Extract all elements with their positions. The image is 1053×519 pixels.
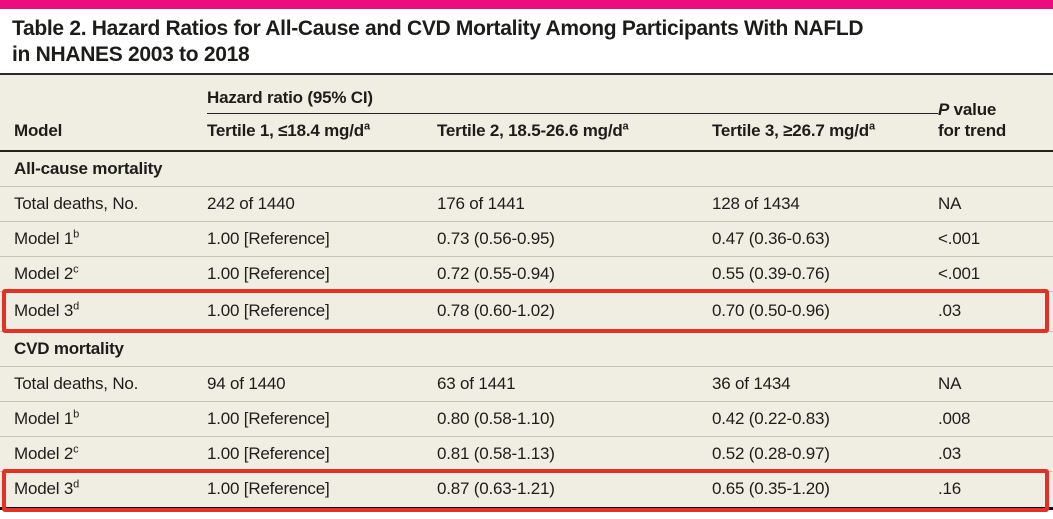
- cell-p-value: <.001: [938, 255, 1053, 291]
- cell-p-value: NA: [938, 365, 1053, 401]
- cell-tertile1-value: 1.00 [Reference]: [207, 470, 437, 508]
- p-italic: P: [938, 100, 950, 119]
- table-row-total-deaths: Total deaths, No. 94 of 1440 63 of 1441 …: [0, 365, 1053, 401]
- row-label-text: Model 3: [14, 479, 74, 498]
- header-columns-row: Model Tertile 1, ≤18.4 mg/da Tertile 2, …: [0, 113, 1053, 152]
- title-rule: [0, 73, 1053, 75]
- hazard-ratio-table: Hazard ratio (95% CI) P value for trend …: [0, 75, 1053, 510]
- section-heading-cvd: CVD mortality: [0, 330, 1053, 366]
- cell-tertile1-value: 1.00 [Reference]: [207, 220, 437, 256]
- row-label-text: Model 2: [14, 263, 74, 283]
- header-p-value: P value for trend: [938, 75, 1053, 152]
- header-group-hazard-ratio: Hazard ratio (95% CI): [207, 75, 938, 114]
- table-row-model1: Model 1b 1.00 [Reference] 0.80 (0.58-1.1…: [0, 400, 1053, 436]
- table-row-model2: Model 2c 1.00 [Reference] 0.81 (0.58-1.1…: [0, 435, 1053, 471]
- header-tertile2: Tertile 2, 18.5-26.6 mg/da: [437, 113, 712, 152]
- header-tertile3-label: Tertile 3, ≥26.7 mg/d: [712, 121, 869, 140]
- cell-tertile3-value: 36 of 1434: [712, 365, 938, 401]
- cell-row-label: Total deaths, No.: [0, 185, 207, 221]
- row-label-sup: c: [73, 262, 79, 275]
- cell-row-label: Total deaths, No.: [0, 365, 207, 401]
- cell-tertile3-value: 0.47 (0.36-0.63): [712, 220, 938, 256]
- cell-tertile3-value: 0.42 (0.22-0.83): [712, 400, 938, 436]
- cell-row-label: Model 2c: [0, 255, 207, 291]
- cell-tertile1-value: 1.00 [Reference]: [207, 290, 437, 331]
- cell-tertile1-value: 242 of 1440: [207, 185, 437, 221]
- header-tertile2-sup: a: [622, 120, 629, 133]
- cell-p-value: .008: [938, 400, 1053, 436]
- section-heading-label: All-cause mortality: [14, 158, 163, 178]
- table-title-line1: Table 2. Hazard Ratios for All-Cause and…: [12, 17, 864, 40]
- table-header: Hazard ratio (95% CI) P value for trend …: [0, 75, 1053, 152]
- header-tertile3-sup: a: [868, 120, 875, 133]
- cell-tertile2-value: 63 of 1441: [437, 365, 712, 401]
- cell-p-value: .03: [938, 290, 1053, 331]
- cell-row-label: Model 3d: [0, 470, 207, 508]
- row-label-sup: b: [73, 407, 80, 420]
- cell-tertile1-value: 1.00 [Reference]: [207, 400, 437, 436]
- table-title: Table 2. Hazard Ratios for All-Cause and…: [0, 9, 1053, 73]
- accent-bar: [0, 0, 1053, 9]
- section-heading-label: CVD mortality: [0, 330, 1053, 366]
- row-label-text: Model 1: [14, 408, 74, 428]
- row-label-sup: d: [73, 478, 80, 491]
- cell-p-value: NA: [938, 185, 1053, 221]
- cell-tertile1-value: 1.00 [Reference]: [207, 255, 437, 291]
- row-label-text: Model 3: [14, 301, 74, 320]
- cell-row-label: Model 2c: [0, 435, 207, 471]
- p-for-trend: for trend: [938, 121, 1007, 140]
- cell-tertile3-value: 0.70 (0.50-0.96): [712, 290, 938, 331]
- table-title-line2: in NHANES 2003 to 2018: [12, 43, 250, 66]
- row-label-sup: c: [73, 442, 79, 455]
- row-label-sup: d: [73, 300, 80, 313]
- cell-tertile1-value: 1.00 [Reference]: [207, 435, 437, 471]
- row-label-sup: b: [73, 227, 80, 240]
- table-body: All-cause mortality Total deaths, No. 24…: [0, 151, 1053, 508]
- cell-tertile2-value: 0.81 (0.58-1.13): [437, 435, 712, 471]
- table-row-model3-highlighted: Model 3d 1.00 [Reference] 0.78 (0.60-1.0…: [0, 290, 1053, 331]
- cell-row-label: Model 3d: [0, 290, 207, 331]
- header-spacer-cell: [0, 75, 207, 113]
- cell-tertile2-value: 176 of 1441: [437, 185, 712, 221]
- cell-tertile2-value: 0.80 (0.58-1.10): [437, 400, 712, 436]
- cell-p-value: <.001: [938, 220, 1053, 256]
- table-row-model3-highlighted: Model 3d 1.00 [Reference] 0.87 (0.63-1.2…: [0, 470, 1053, 508]
- cell-tertile3-value: 128 of 1434: [712, 185, 938, 221]
- p-value-word: value: [949, 100, 997, 119]
- cell-tertile2-value: 0.78 (0.60-1.02): [437, 290, 712, 331]
- table-row-total-deaths: Total deaths, No. 242 of 1440 176 of 144…: [0, 185, 1053, 221]
- header-tertile2-label: Tertile 2, 18.5-26.6 mg/d: [437, 121, 623, 140]
- header-tertile1-sup: a: [363, 120, 370, 133]
- row-label-text: Total deaths, No.: [14, 193, 139, 213]
- row-label-text: Total deaths, No.: [14, 373, 139, 393]
- header-tertile1-label: Tertile 1, ≤18.4 mg/d: [207, 121, 364, 140]
- cell-tertile2-value: 0.73 (0.56-0.95): [437, 220, 712, 256]
- cell-tertile3-value: 0.52 (0.28-0.97): [712, 435, 938, 471]
- row-label-text: Model 2: [14, 443, 74, 463]
- cell-p-value: .03: [938, 435, 1053, 471]
- table-row-model1: Model 1b 1.00 [Reference] 0.73 (0.56-0.9…: [0, 220, 1053, 256]
- header-group-row: Hazard ratio (95% CI) P value for trend: [0, 75, 1053, 152]
- header-tertile3: Tertile 3, ≥26.7 mg/da: [712, 113, 938, 152]
- header-tertile1: Tertile 1, ≤18.4 mg/da: [207, 113, 437, 152]
- cell-tertile3-value: 0.55 (0.39-0.76): [712, 255, 938, 291]
- cell-tertile2-value: 0.87 (0.63-1.21): [437, 470, 712, 508]
- row-label-text: Model 1: [14, 228, 74, 248]
- cell-tertile1-value: 94 of 1440: [207, 365, 437, 401]
- cell-tertile2-value: 0.72 (0.55-0.94): [437, 255, 712, 291]
- header-model: Model: [0, 113, 207, 152]
- cell-row-label: Model 1b: [0, 220, 207, 256]
- cell-row-label: Model 1b: [0, 400, 207, 436]
- section-heading-all-cause: All-cause mortality: [0, 151, 1053, 186]
- cell-tertile3-value: 0.65 (0.35-1.20): [712, 470, 938, 508]
- table-row-model2: Model 2c 1.00 [Reference] 0.72 (0.55-0.9…: [0, 255, 1053, 291]
- cell-p-value: .16: [938, 470, 1053, 508]
